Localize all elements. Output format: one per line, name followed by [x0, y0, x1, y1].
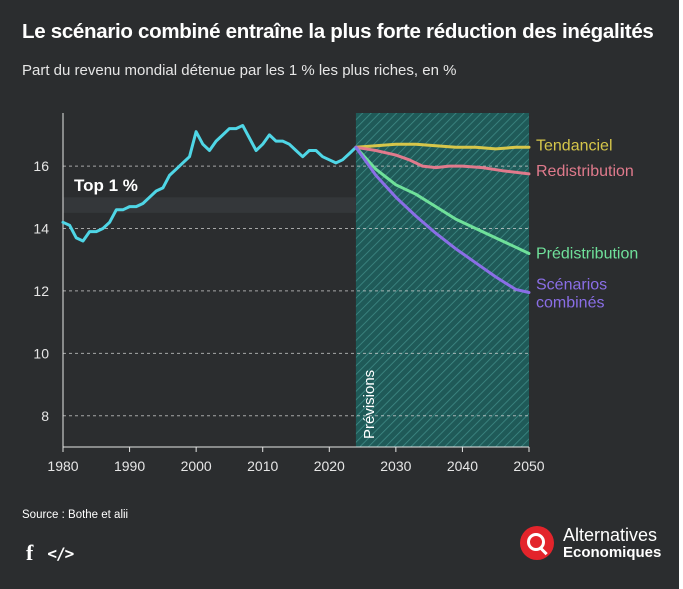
y-tick-label: 14: [33, 220, 49, 236]
chart-title: Le scénario combiné entraîne la plus for…: [22, 20, 654, 43]
brand-name-line2: Economiques: [563, 543, 662, 561]
x-tick-label: 1980: [47, 458, 78, 474]
embed-code-icon[interactable]: </>: [47, 543, 74, 563]
x-tick-label: 2000: [181, 458, 212, 474]
y-tick-label: 8: [41, 408, 49, 424]
x-tick-label: 2050: [513, 458, 544, 474]
series-label-tendanciel: Tendanciel: [536, 137, 613, 154]
y-tick-label: 10: [33, 345, 49, 361]
chart-subtitle: Part du revenu mondial détenue par les 1…: [22, 62, 457, 79]
y-tick-label: 12: [33, 283, 49, 299]
line-chart: 8 10 12 14 16 1980 1990 2000 2010 2020 2030 2040 205…: [33, 113, 638, 474]
series-line-tendanciel: [354, 142, 531, 151]
source-note: Source : Bothe et alii: [22, 509, 129, 521]
series-label-redistribution: Redistribution: [536, 163, 634, 180]
top1-band: [63, 197, 356, 213]
x-tick-label: 1990: [114, 458, 145, 474]
series-label-scenarios-combines-line2: combinés: [536, 294, 604, 311]
brand-name-line1: Alternatives: [563, 525, 658, 545]
annotation-previsions: Prévisions: [361, 370, 378, 439]
magnifier-logo-icon: [520, 526, 554, 561]
brand-logo[interactable]: Alternatives Economiques: [520, 526, 661, 561]
series-line-predistribution: [354, 145, 531, 255]
series-line-redistribution: [354, 145, 531, 176]
series-label-scenarios-combines-line1: Scénarios: [536, 276, 607, 293]
y-tick-label: 16: [33, 158, 49, 174]
annotation-top1: Top 1 %: [74, 176, 138, 195]
x-tick-label: 2020: [314, 458, 345, 474]
series-line-scenarios-combines: [354, 145, 531, 294]
x-tick-label: 2030: [380, 458, 411, 474]
series-label-predistribution: Prédistribution: [536, 245, 638, 262]
facebook-icon[interactable]: f: [26, 540, 34, 565]
x-tick-label: 2010: [247, 458, 278, 474]
series-line-historique: [61, 124, 358, 243]
x-tick-label: 2040: [447, 458, 478, 474]
share-bar: f </>: [26, 540, 74, 566]
